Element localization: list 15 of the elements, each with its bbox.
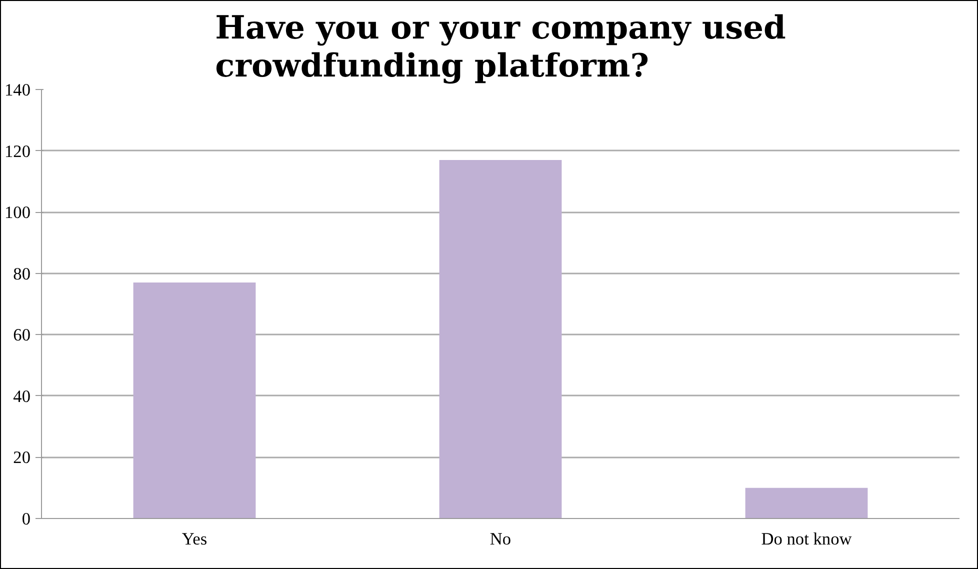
- bar: [439, 160, 562, 518]
- x-tick-label: Do not know: [761, 530, 852, 548]
- y-tick-label: 80: [13, 264, 30, 284]
- y-tick-label: 100: [4, 203, 31, 222]
- y-tick-label: 120: [4, 142, 31, 161]
- y-tick-label: 40: [13, 386, 30, 406]
- y-tick-label: 60: [13, 326, 30, 345]
- x-tick-label: Yes: [182, 530, 208, 548]
- bar: [745, 488, 868, 518]
- y-tick-label: 20: [13, 448, 30, 468]
- x-tick-label: No: [490, 530, 512, 548]
- y-tick-label: 140: [4, 80, 31, 100]
- y-tick-label: 0: [22, 510, 31, 528]
- bar: [133, 282, 256, 518]
- chart-title: Have you or your company used crowdfunding platform?: [215, 8, 786, 84]
